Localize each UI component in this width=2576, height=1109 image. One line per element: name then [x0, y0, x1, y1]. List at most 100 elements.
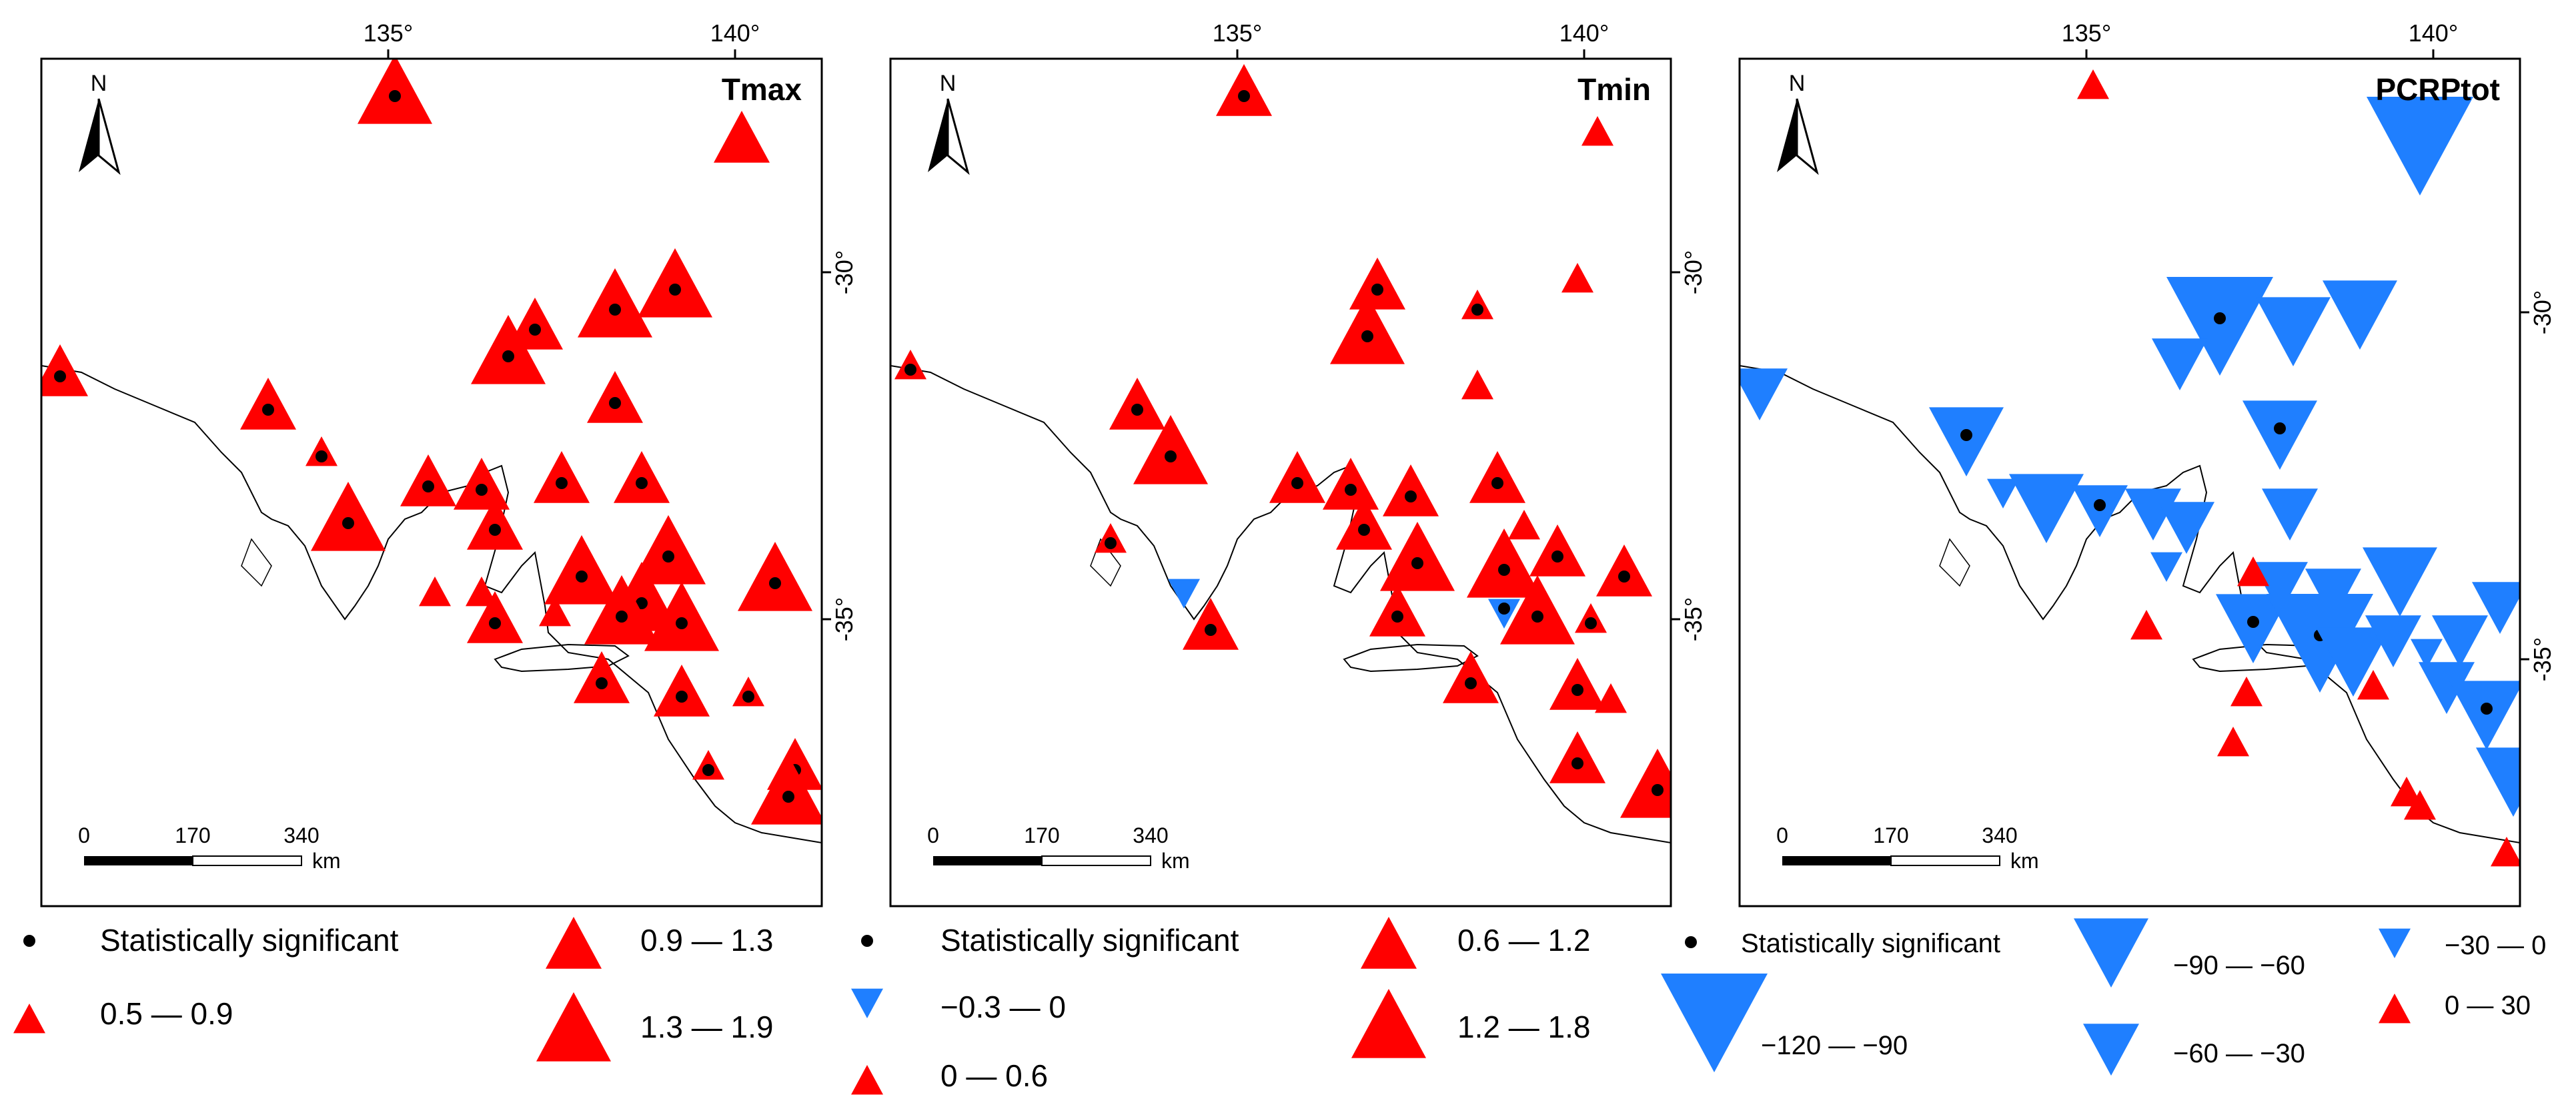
significance-dot [609, 397, 621, 409]
significance-dot [1165, 450, 1177, 462]
legend-area: Statistically significant 0.5 — 0.9 0.9 — … [13, 917, 2546, 1095]
significance-dot [596, 677, 608, 689]
legend-symbol [2379, 928, 2411, 958]
significance-dot [616, 611, 628, 623]
north-arrow-icon: N [1777, 71, 1819, 175]
legend-pcrptot: Statistically significant −120 — −90 −90 —… [1661, 918, 2546, 1076]
station-marker [2252, 562, 2308, 614]
station-marker [2150, 552, 2182, 582]
station-marker [574, 651, 630, 703]
significance-dot [1471, 304, 1483, 316]
station-marker [2476, 747, 2520, 817]
significance-dot [2214, 312, 2226, 324]
map-area-tmax [41, 59, 822, 843]
scale-bar-label: 340 [1133, 823, 1168, 847]
significance-dot [1345, 484, 1357, 496]
station-marker [2077, 69, 2109, 99]
station-marker [544, 535, 619, 605]
significance-dot [2094, 499, 2106, 511]
station-marker [2432, 615, 2488, 667]
significance-dot [669, 284, 681, 296]
side-tick-label: -30° [1680, 250, 1707, 294]
north-arrow-right [1796, 98, 1819, 175]
legend-label: −90 — −60 [2173, 951, 2305, 980]
legend-label: 0.9 — 1.3 [640, 923, 773, 958]
significance-dot [1358, 524, 1370, 536]
significance-dot [389, 90, 401, 102]
north-label: N [1789, 71, 1806, 96]
top-tick-label: 135° [364, 19, 413, 47]
station-marker [2316, 627, 2391, 697]
station-marker [534, 451, 590, 503]
scale-bar-unit: km [312, 849, 341, 873]
significance-dot [502, 350, 514, 362]
station-marker [1467, 528, 1541, 598]
north-arrow-right [97, 98, 121, 175]
station-marker [2367, 97, 2473, 196]
north-arrow-left [79, 99, 99, 172]
significance-dot [1498, 564, 1510, 576]
significance-dot [1205, 624, 1217, 636]
map-frame [889, 57, 1672, 907]
scale-bar-segment-empty [192, 855, 302, 866]
significance-dot [1551, 550, 1563, 563]
legend-symbol [13, 1004, 45, 1034]
station-marker [2391, 777, 2423, 807]
top-tick-label: 140° [710, 19, 760, 47]
significance-dot [2247, 616, 2259, 628]
station-marker [41, 344, 88, 396]
scale-bar-segment-empty [1890, 855, 2000, 866]
top-tick-label: 140° [2409, 19, 2458, 47]
legend-label: −60 — −30 [2173, 1039, 2305, 1068]
station-marker [471, 315, 546, 384]
station-marker [2009, 474, 2084, 543]
map-frame [40, 57, 823, 907]
significance-dot [529, 324, 541, 336]
station-marker [2449, 681, 2520, 750]
north-label: N [940, 71, 956, 96]
legend-significance-dot [23, 935, 35, 947]
station-marker [467, 498, 523, 550]
station-marker [2216, 594, 2291, 663]
legend-symbol [851, 988, 883, 1018]
island-outline [1939, 538, 1970, 587]
significance-dot [1291, 477, 1303, 489]
scale-bar-label: 340 [1982, 823, 2017, 847]
station-marker [2491, 837, 2520, 867]
legend-label: Statistically significant [100, 923, 399, 958]
coastline [890, 365, 1671, 843]
significance-dot [1491, 477, 1503, 489]
station-marker [1469, 451, 1525, 503]
significance-dot [1391, 611, 1403, 623]
station-marker [714, 111, 770, 163]
legend-symbol [2379, 994, 2411, 1024]
legend-tmax: Statistically significant 0.5 — 0.9 0.9 — … [13, 917, 773, 1062]
legend-symbol [546, 917, 602, 969]
significance-dot [1960, 429, 1972, 441]
station-marker [1561, 263, 1593, 293]
legend-label: 1.3 — 1.9 [640, 1010, 773, 1044]
significance-dot [1571, 684, 1583, 696]
significance-dot [1105, 537, 1117, 549]
station-marker [358, 59, 432, 124]
significance-dot [1131, 404, 1143, 416]
top-tick-label: 135° [2062, 19, 2111, 47]
legend-tmin: Statistically significant −0.3 — 0 0 — 0.6… [851, 917, 1590, 1095]
legend-label: 0 — 0.6 [940, 1058, 1048, 1093]
station-marker [1133, 415, 1208, 484]
station-marker [578, 268, 652, 338]
scale-bar-label: 0 [1776, 823, 1788, 847]
significance-dot [769, 577, 781, 589]
significance-dot [904, 364, 916, 376]
significance-dot [342, 517, 354, 529]
scale-bar-segment-empty [1041, 855, 1151, 866]
station-marker [2125, 488, 2181, 540]
station-marker [2217, 727, 2249, 757]
station-marker [1549, 731, 1605, 783]
legend-significance-dot [1685, 936, 1697, 948]
top-tick-label: 135° [1213, 19, 1262, 47]
station-marker [1383, 464, 1439, 516]
